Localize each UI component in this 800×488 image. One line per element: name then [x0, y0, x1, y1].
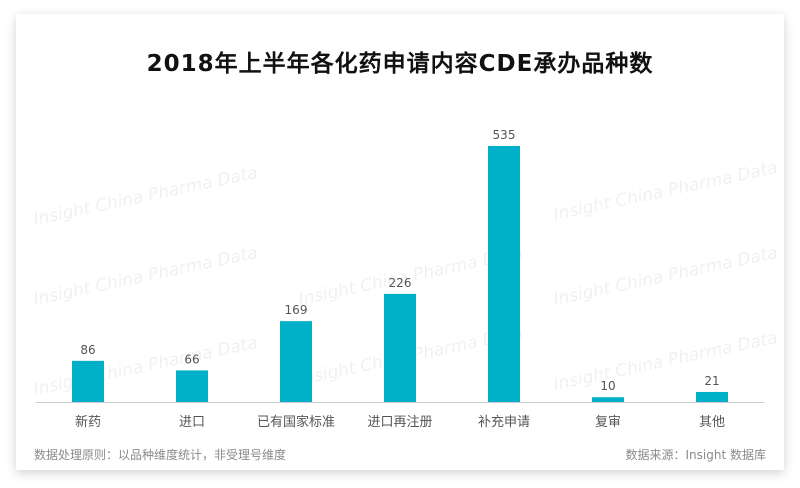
watermark-text: Insight China Pharma Data — [552, 158, 780, 225]
data-label: 535 — [493, 128, 516, 142]
bar — [488, 146, 520, 402]
x-tick-label: 新药 — [75, 414, 101, 430]
data-label: 169 — [285, 303, 308, 317]
watermark-text: Insight China Pharma Data — [32, 163, 260, 230]
x-tick-label: 其他 — [699, 415, 725, 430]
bar — [696, 391, 728, 402]
bar — [384, 293, 416, 402]
watermark-text: Insight China Pharma Data — [32, 333, 260, 400]
note-right: 数据来源：Insight 数据库 — [625, 448, 766, 462]
bar — [72, 360, 104, 402]
x-tick-label: 补充申请 — [478, 414, 530, 430]
bar — [280, 321, 312, 402]
x-tick-label: 已有国家标准 — [257, 414, 335, 430]
bar — [592, 397, 624, 402]
chart-title: 2018年上半年各化药申请内容CDE承办品种数 — [146, 51, 654, 77]
data-label: 10 — [600, 379, 615, 393]
watermark-text: Insight China Pharma Data — [552, 243, 780, 310]
data-label: 21 — [704, 374, 719, 388]
note-left: 数据处理原则：以品种维度统计，非受理号维度 — [34, 448, 287, 462]
watermark-text: Insight China Pharma Data — [32, 243, 260, 310]
data-label: 226 — [389, 276, 412, 290]
data-label: 66 — [184, 352, 199, 366]
x-tick-label: 进口 — [179, 415, 205, 430]
x-tick-label: 进口再注册 — [367, 415, 432, 430]
bar — [176, 370, 208, 402]
watermark-text: Insight China Pharma Data — [552, 328, 780, 395]
data-label: 86 — [80, 343, 95, 357]
x-tick-label: 复审 — [595, 415, 621, 430]
